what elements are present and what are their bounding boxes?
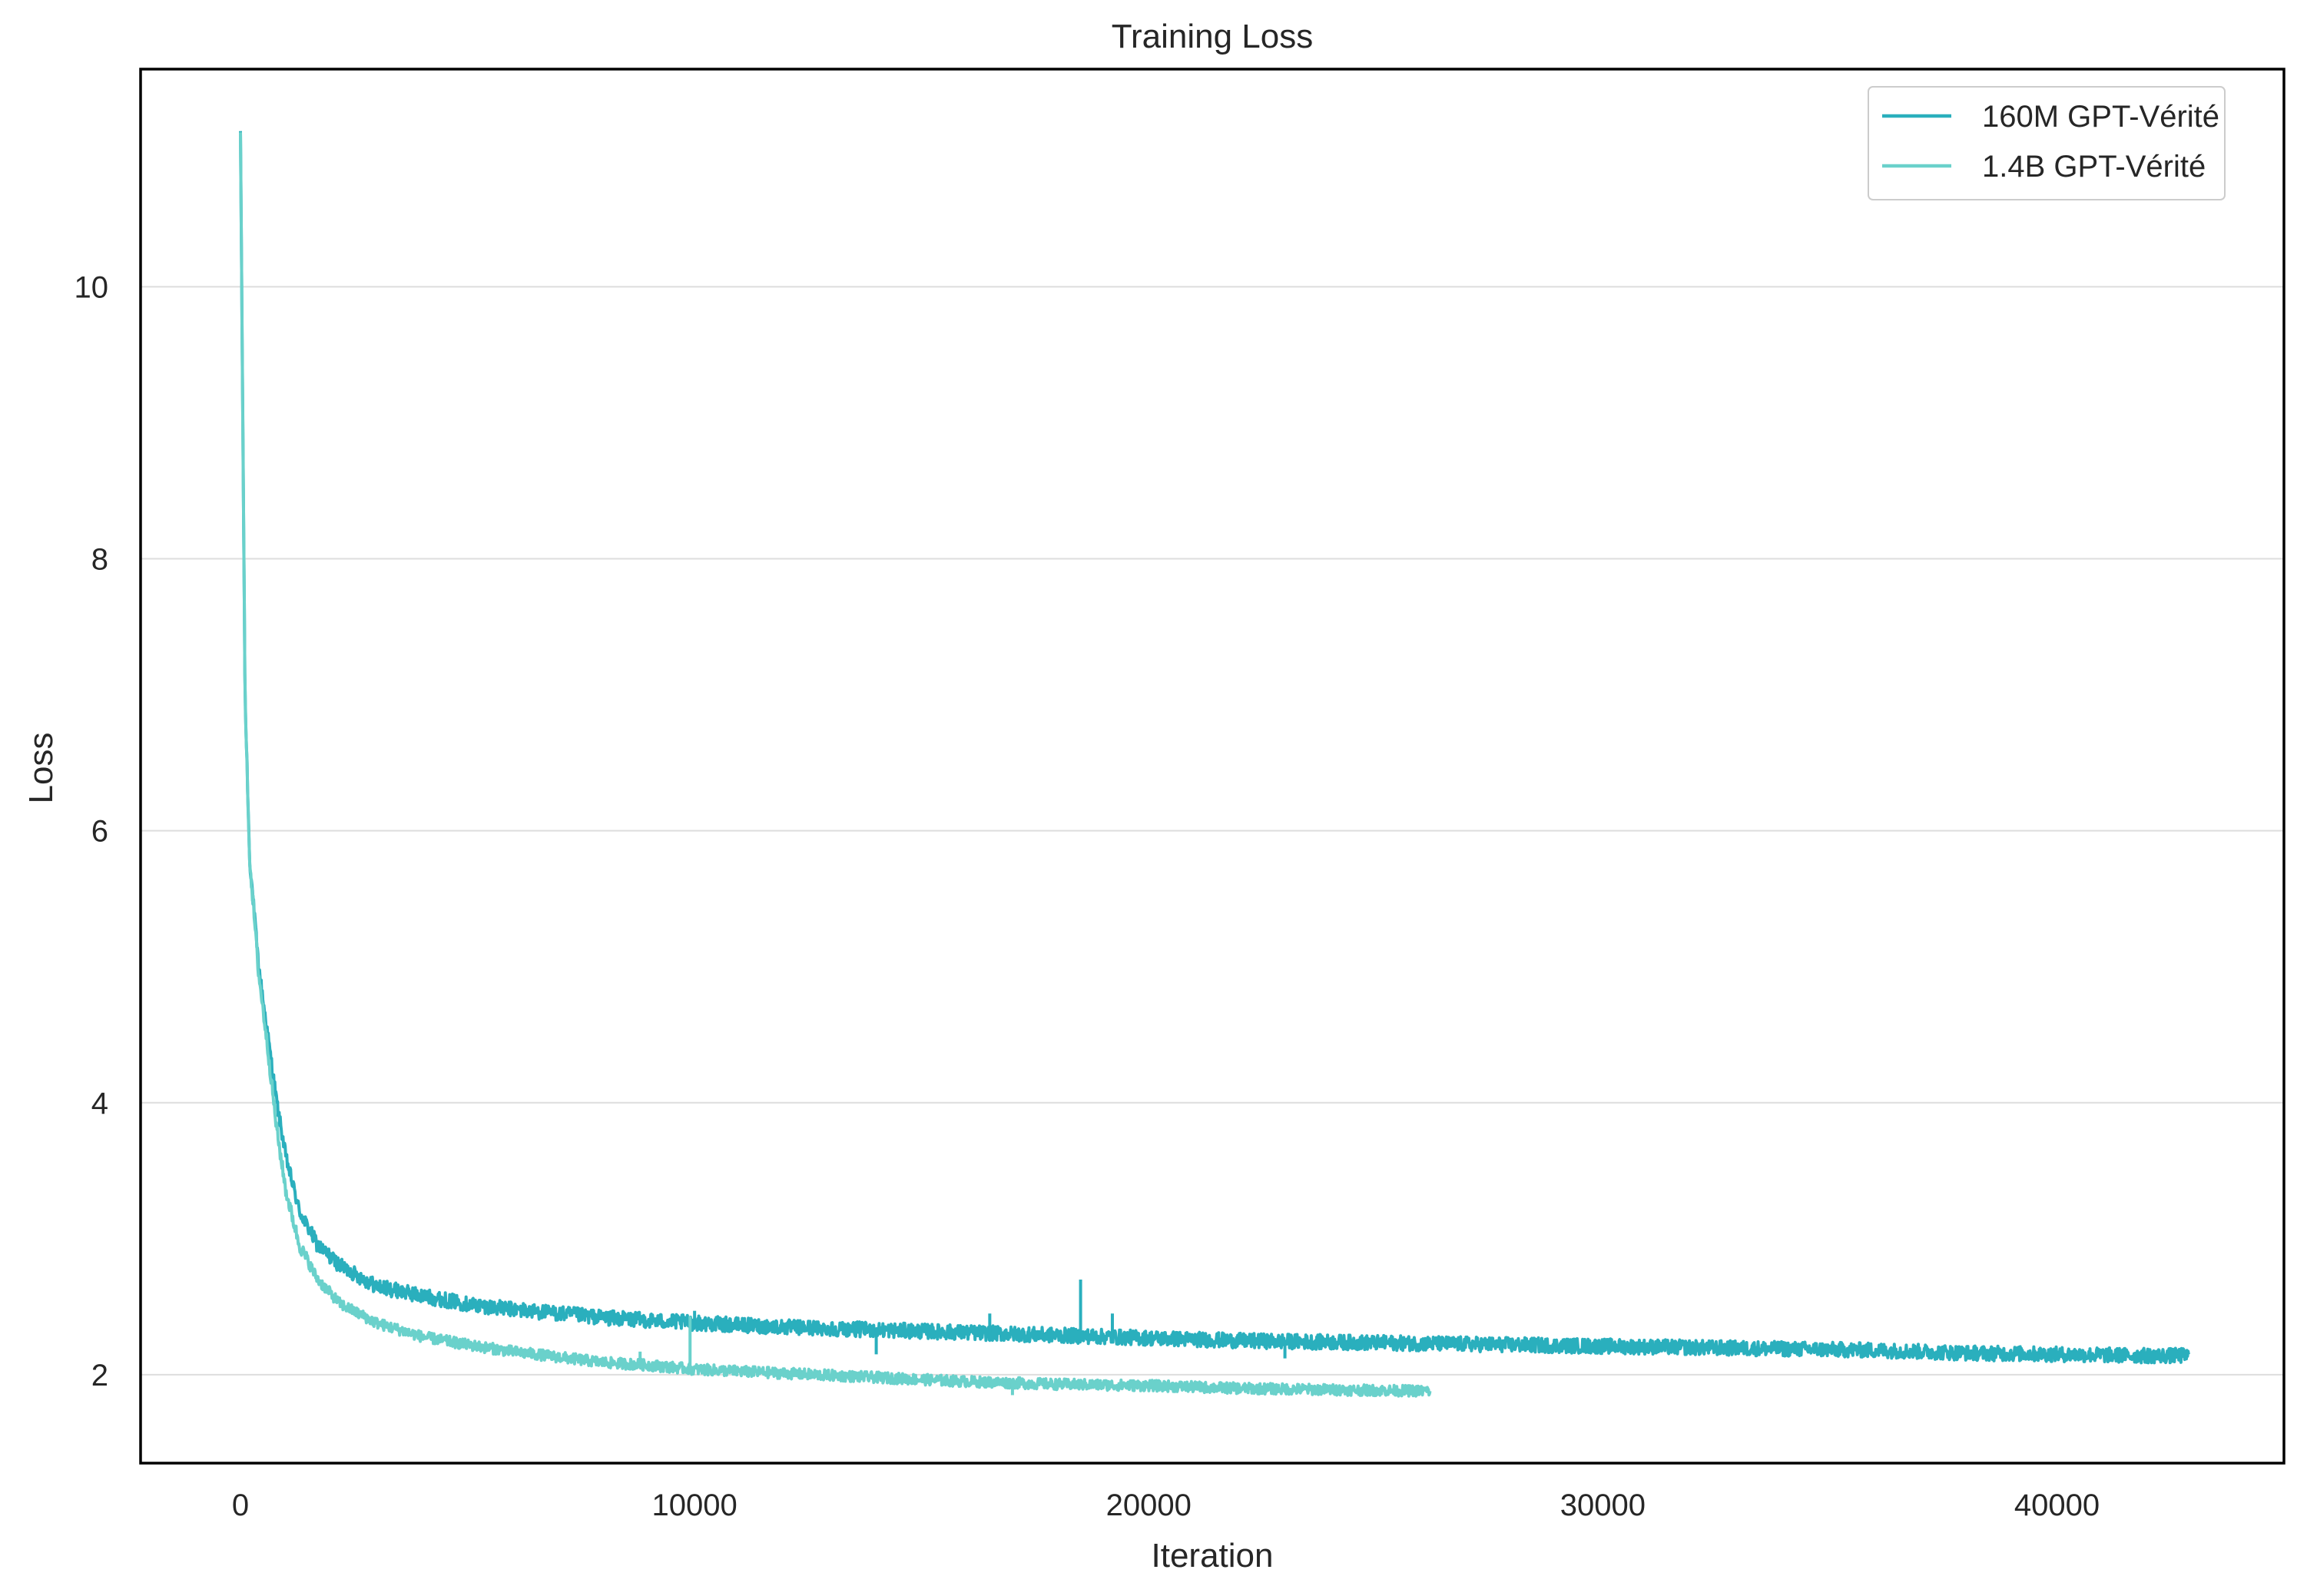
- grid-lines: [141, 286, 2284, 1376]
- y-tick-label-10: 10: [75, 270, 109, 304]
- y-tick-label-2: 2: [91, 1359, 108, 1392]
- x-tick-label-30000: 30000: [1560, 1488, 1646, 1522]
- x-tick-label-0: 0: [232, 1488, 249, 1522]
- y-tick-label-4: 4: [91, 1087, 108, 1121]
- chart-title: Training Loss: [1112, 18, 1314, 55]
- plot-frame: [139, 68, 2285, 1465]
- y-tick-label-8: 8: [91, 542, 108, 576]
- x-tick-label-10000: 10000: [652, 1488, 738, 1522]
- legend-label-1-4b: 1.4B GPT-Vérité: [1982, 150, 2206, 184]
- series-layer: [239, 131, 2190, 1398]
- legend-label-160m: 160M GPT-Vérité: [1982, 100, 2219, 134]
- legend-box: [1868, 86, 2226, 200]
- x-tick-label-20000: 20000: [1106, 1488, 1192, 1522]
- y-axis-label: Loss: [22, 733, 60, 804]
- x-tick-label-40000: 40000: [2014, 1488, 2100, 1522]
- y-axis-ticks: 2 4 6 8 10: [75, 270, 109, 1392]
- series-line-0: [239, 131, 2190, 1365]
- series-line-1: [239, 132, 1432, 1398]
- x-axis-label: Iteration: [1152, 1537, 1274, 1574]
- legend: 160M GPT-Vérité 1.4B GPT-Vérité: [1868, 86, 2226, 200]
- x-axis-ticks: 0 10000 20000 30000 40000: [232, 1488, 2100, 1522]
- y-tick-label-6: 6: [91, 815, 108, 849]
